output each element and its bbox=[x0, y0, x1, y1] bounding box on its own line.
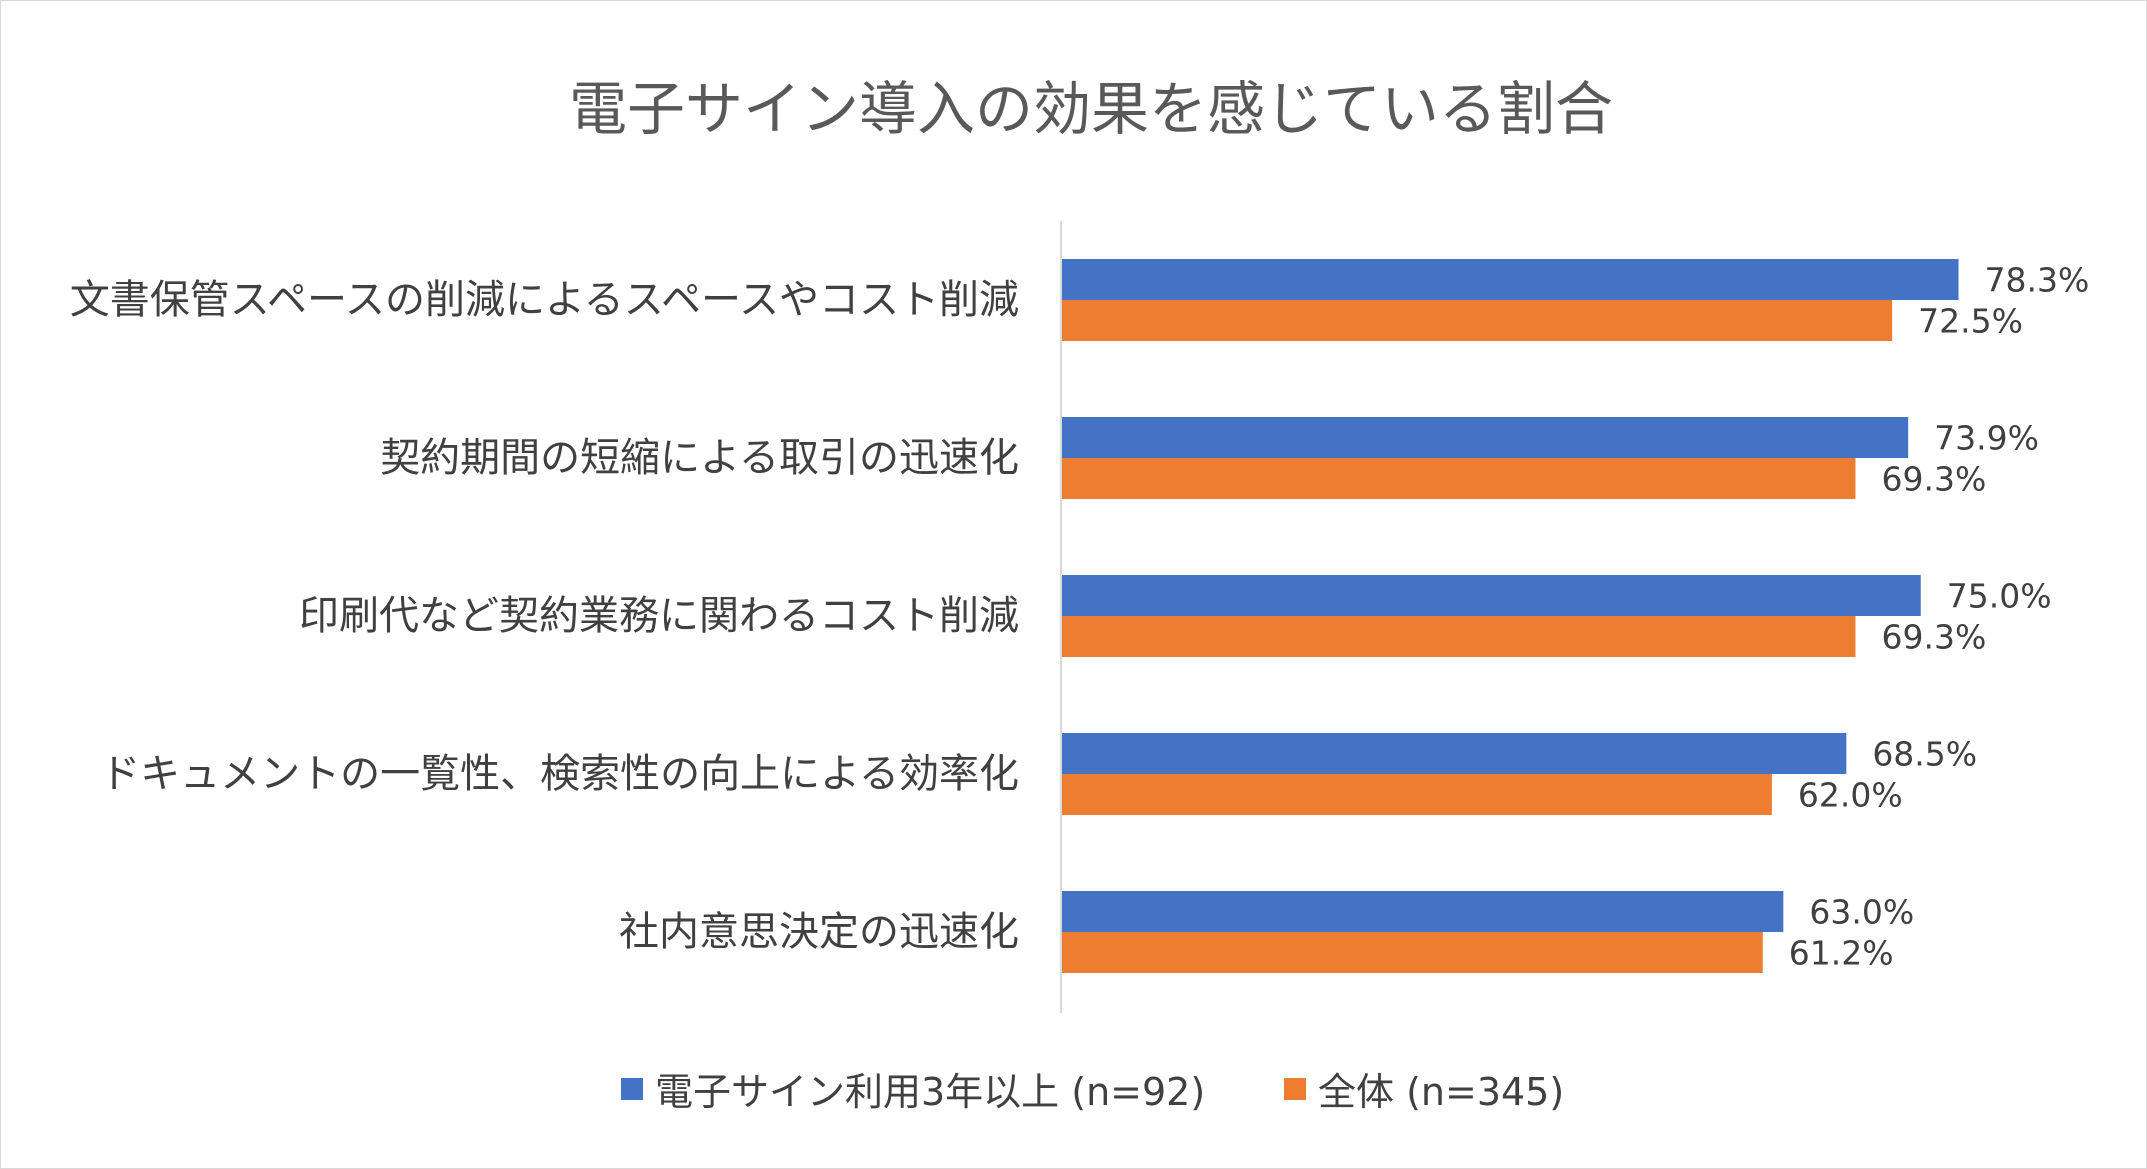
data-label: 69.3% bbox=[1881, 618, 1986, 657]
bar-series1 bbox=[1062, 575, 1921, 616]
category-label: ドキュメントの一覧性、検索性の向上による効率化 bbox=[100, 751, 1019, 797]
bar-series2 bbox=[1062, 774, 1772, 815]
bars bbox=[1062, 259, 1959, 973]
data-label: 75.0% bbox=[1947, 577, 2052, 616]
legend-swatch bbox=[1284, 1078, 1306, 1100]
bar-series1 bbox=[1062, 259, 1959, 300]
data-label: 62.0% bbox=[1798, 776, 1903, 815]
legend: 電子サイン利用3年以上 (n=92) 全体 (n=345) bbox=[621, 1070, 1564, 1114]
category-label: 社内意思決定の迅速化 bbox=[619, 909, 1019, 955]
data-label: 73.9% bbox=[1934, 419, 2039, 458]
bar-series2 bbox=[1062, 458, 1856, 499]
data-label: 78.3% bbox=[1985, 261, 2090, 300]
data-label: 68.5% bbox=[1872, 735, 1977, 774]
legend-swatch bbox=[621, 1078, 643, 1100]
category-label: 文書保管スペースの削減によるスペースやコスト削減 bbox=[70, 277, 1019, 323]
data-label: 72.5% bbox=[1918, 302, 2023, 341]
bar-series2 bbox=[1062, 300, 1893, 341]
plot-area: 文書保管スペースの削減によるスペースやコスト削減契約期間の短縮による取引の迅速化… bbox=[70, 221, 2090, 1013]
bar-series2 bbox=[1062, 932, 1763, 973]
chart-title: 電子サイン導入の効果を感じている割合 bbox=[569, 75, 1613, 143]
data-label: 61.2% bbox=[1789, 934, 1894, 973]
data-label: 69.3% bbox=[1881, 460, 1986, 499]
bar-series1 bbox=[1062, 417, 1909, 458]
category-label: 印刷代など契約業務に関わるコスト削減 bbox=[299, 593, 1019, 639]
bar-series1 bbox=[1062, 891, 1784, 932]
bar-series2 bbox=[1062, 616, 1856, 657]
value-labels: 78.3%72.5%73.9%69.3%75.0%69.3%68.5%62.0%… bbox=[1789, 261, 2090, 973]
data-label: 63.0% bbox=[1809, 893, 1914, 932]
category-labels: 文書保管スペースの削減によるスペースやコスト削減契約期間の短縮による取引の迅速化… bbox=[70, 277, 1019, 955]
legend-label: 全体 (n=345) bbox=[1318, 1070, 1564, 1114]
legend-label: 電子サイン利用3年以上 (n=92) bbox=[655, 1070, 1205, 1114]
category-label: 契約期間の短縮による取引の迅速化 bbox=[380, 435, 1019, 481]
bar-series1 bbox=[1062, 733, 1847, 774]
